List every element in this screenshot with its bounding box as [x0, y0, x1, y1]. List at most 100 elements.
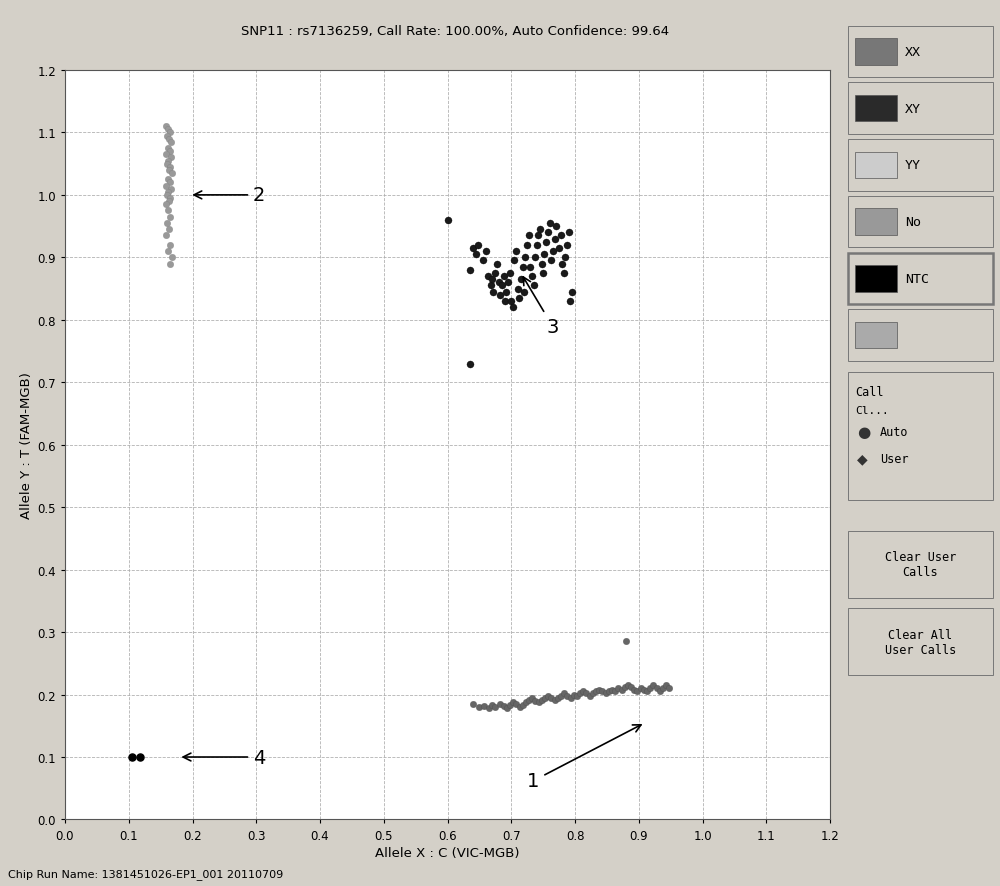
Point: [557, 251, 573, 265]
Point: [160, 173, 176, 187]
Point: [636, 683, 652, 697]
Point: [517, 251, 533, 265]
Point: [161, 195, 177, 209]
Point: [598, 687, 614, 701]
Point: [159, 217, 175, 231]
Point: [480, 269, 496, 284]
Point: [503, 295, 519, 309]
Point: [542, 217, 558, 231]
Point: [478, 245, 494, 259]
Point: [160, 204, 176, 218]
Text: 3: 3: [523, 277, 559, 336]
Point: [511, 291, 527, 306]
Point: [162, 160, 178, 175]
Point: [645, 679, 661, 693]
Point: [162, 176, 178, 190]
Point: [532, 223, 548, 237]
Point: [484, 273, 500, 287]
Text: Cl...: Cl...: [855, 406, 889, 416]
Point: [559, 238, 575, 253]
Point: [164, 251, 180, 265]
Y-axis label: Allele Y : T (FAM-MGB): Allele Y : T (FAM-MGB): [20, 372, 33, 518]
Point: [547, 693, 563, 707]
Point: [465, 697, 481, 711]
Text: Chip Run Name: 1381451026-EP1_001 20110709: Chip Run Name: 1381451026-EP1_001 201107…: [8, 868, 283, 879]
Point: [489, 257, 505, 271]
Point: [566, 688, 582, 702]
Text: ●: ●: [857, 425, 870, 439]
Point: [548, 220, 564, 234]
Point: [162, 191, 178, 206]
Point: [158, 229, 174, 244]
Point: [500, 276, 516, 290]
Point: [649, 681, 665, 696]
Point: [521, 693, 537, 707]
Point: [534, 257, 550, 271]
Point: [629, 685, 645, 699]
Point: [519, 238, 535, 253]
Point: [508, 245, 524, 259]
Point: [530, 229, 546, 244]
Point: [471, 700, 487, 714]
Point: [601, 685, 617, 699]
Point: [124, 750, 140, 765]
Point: [162, 210, 178, 224]
Point: [661, 681, 677, 696]
Point: [639, 685, 655, 699]
Point: [607, 685, 623, 699]
Point: [475, 254, 491, 268]
Point: [561, 226, 577, 240]
Point: [492, 289, 508, 303]
Point: [588, 685, 604, 699]
Point: [483, 279, 499, 293]
Point: [162, 145, 178, 159]
Point: [162, 126, 178, 140]
Text: SNP11 : rs7136259, Call Rate: 100.00%, Auto Confidence: 99.64: SNP11 : rs7136259, Call Rate: 100.00%, A…: [241, 25, 669, 38]
Point: [161, 223, 177, 237]
Point: [476, 699, 492, 713]
Point: [522, 260, 538, 275]
Point: [620, 679, 636, 693]
Text: YY: YY: [905, 159, 921, 172]
Point: [497, 295, 513, 309]
Point: [610, 681, 626, 696]
Point: [505, 696, 521, 710]
Point: [160, 142, 176, 156]
Point: [163, 136, 179, 150]
X-axis label: Allele X : C (VIC-MGB): Allele X : C (VIC-MGB): [375, 846, 520, 859]
Point: [160, 123, 176, 137]
Point: [521, 229, 537, 244]
Point: [563, 691, 579, 705]
Text: NTC: NTC: [905, 273, 929, 285]
Point: [604, 683, 620, 697]
Point: [527, 251, 543, 265]
Point: [465, 242, 481, 256]
Text: 4: 4: [183, 748, 265, 766]
Text: 1: 1: [527, 725, 641, 790]
Point: [161, 132, 177, 146]
Text: XX: XX: [905, 46, 921, 58]
Point: [468, 248, 484, 262]
Text: Auto: Auto: [880, 426, 908, 439]
Point: [614, 683, 630, 697]
Point: [591, 683, 607, 697]
Point: [540, 689, 556, 703]
Point: [163, 183, 179, 197]
Text: ◆: ◆: [857, 452, 868, 466]
Point: [564, 285, 580, 299]
Point: [518, 696, 534, 710]
Point: [543, 254, 559, 268]
Point: [158, 198, 174, 212]
Point: [496, 269, 512, 284]
Point: [162, 257, 178, 271]
Point: [164, 167, 180, 181]
Point: [618, 634, 634, 649]
Point: [160, 154, 176, 168]
Point: [551, 242, 567, 256]
Text: Call: Call: [855, 385, 884, 399]
Point: [132, 750, 148, 765]
Point: [652, 685, 668, 699]
Point: [626, 683, 642, 697]
Point: [487, 267, 503, 281]
Point: [633, 681, 649, 696]
